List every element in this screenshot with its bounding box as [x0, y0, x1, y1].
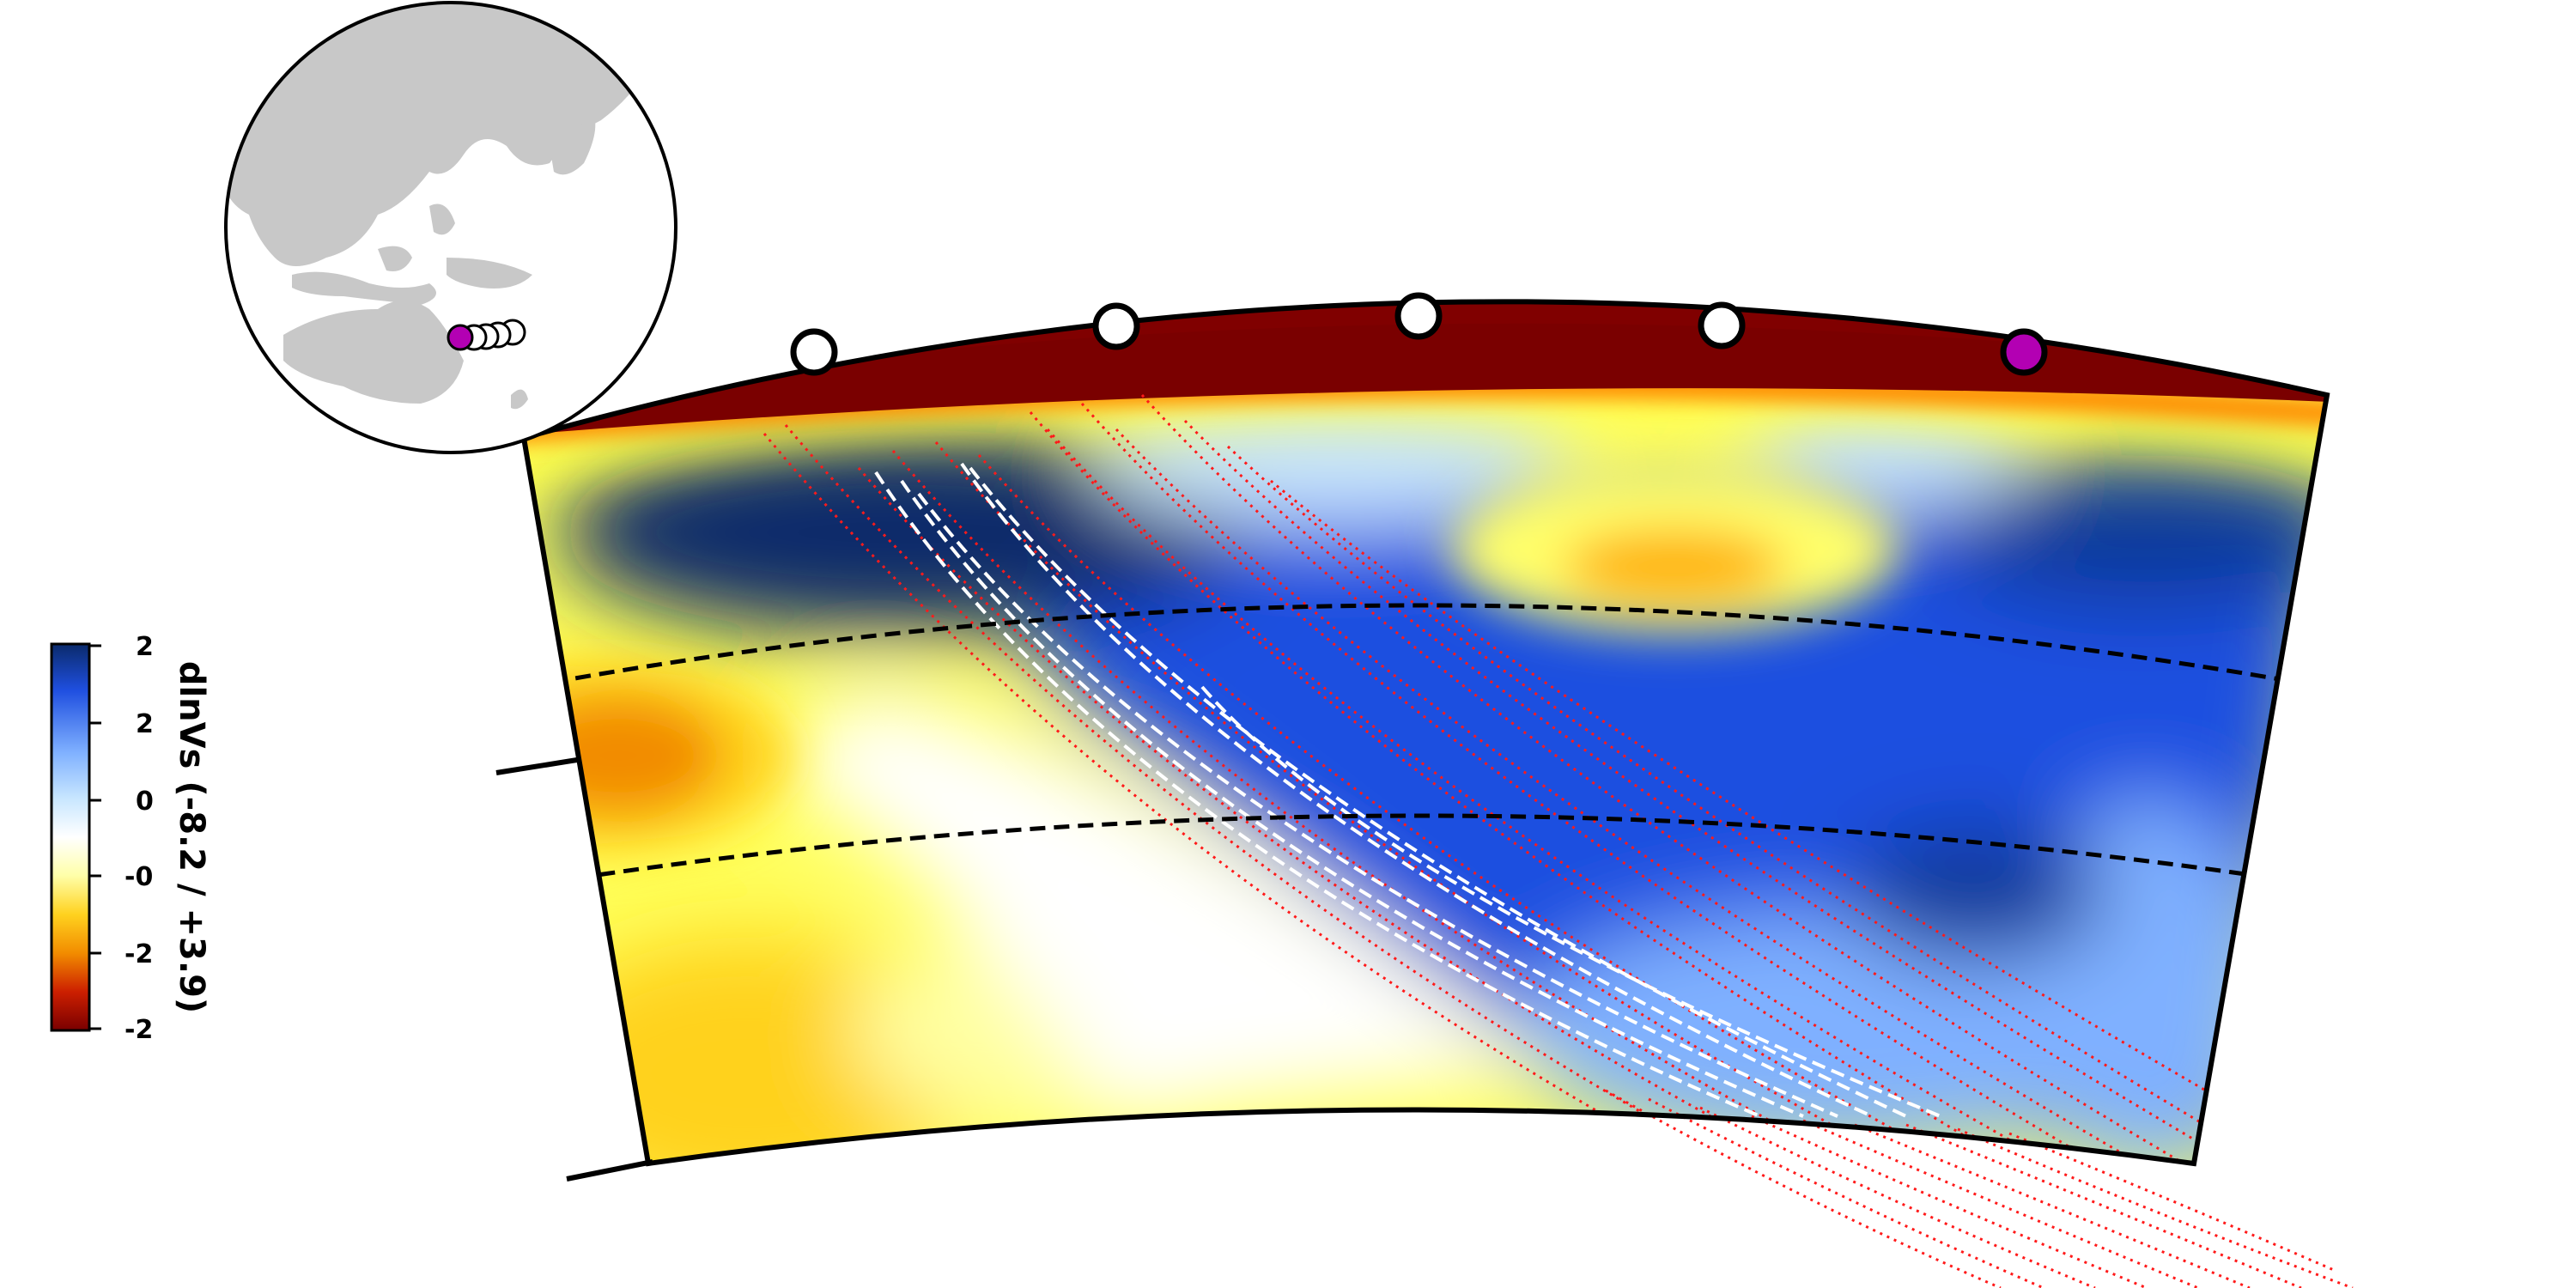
depth-contour-lower	[524, 813, 2327, 896]
colorbar-tick-label: 0	[136, 787, 154, 817]
colorbar-gradient	[50, 642, 91, 1032]
colorbar-tick-label: -2	[125, 1015, 153, 1045]
colorbar-tick-label: -0	[125, 862, 153, 892]
station-marker	[1092, 302, 1140, 350]
ray-paths-white	[874, 462, 1941, 1118]
colorbar-title: dlnVs (-8.2 / +3.9)	[172, 661, 211, 1013]
left-axis-tick-lower	[566, 1159, 653, 1182]
land-masses	[226, 3, 676, 453]
colorbar: 2 2 0 -0 -2 -2 dlnVs (-8.2 / +3.9)	[50, 632, 211, 1045]
globe-markers	[447, 319, 526, 351]
cross-section	[524, 301, 2327, 1163]
ray-paths-outside	[1605, 1089, 2354, 1288]
colorbar-tick-label: -2	[125, 939, 153, 969]
left-axis-tick-upper	[495, 757, 578, 775]
depth-contour-upper	[524, 603, 2327, 698]
colorbar-tick-label: 2	[136, 709, 154, 739]
section-markers	[790, 292, 2048, 376]
event-marker	[2000, 328, 2048, 376]
station-marker	[790, 328, 838, 376]
colorbar-tick-label: 2	[136, 632, 154, 662]
station-marker	[1698, 301, 1746, 349]
inset-globe	[224, 1, 677, 454]
ray-paths-red	[762, 393, 2327, 1163]
event-marker	[447, 324, 474, 351]
station-marker	[1394, 292, 1443, 340]
